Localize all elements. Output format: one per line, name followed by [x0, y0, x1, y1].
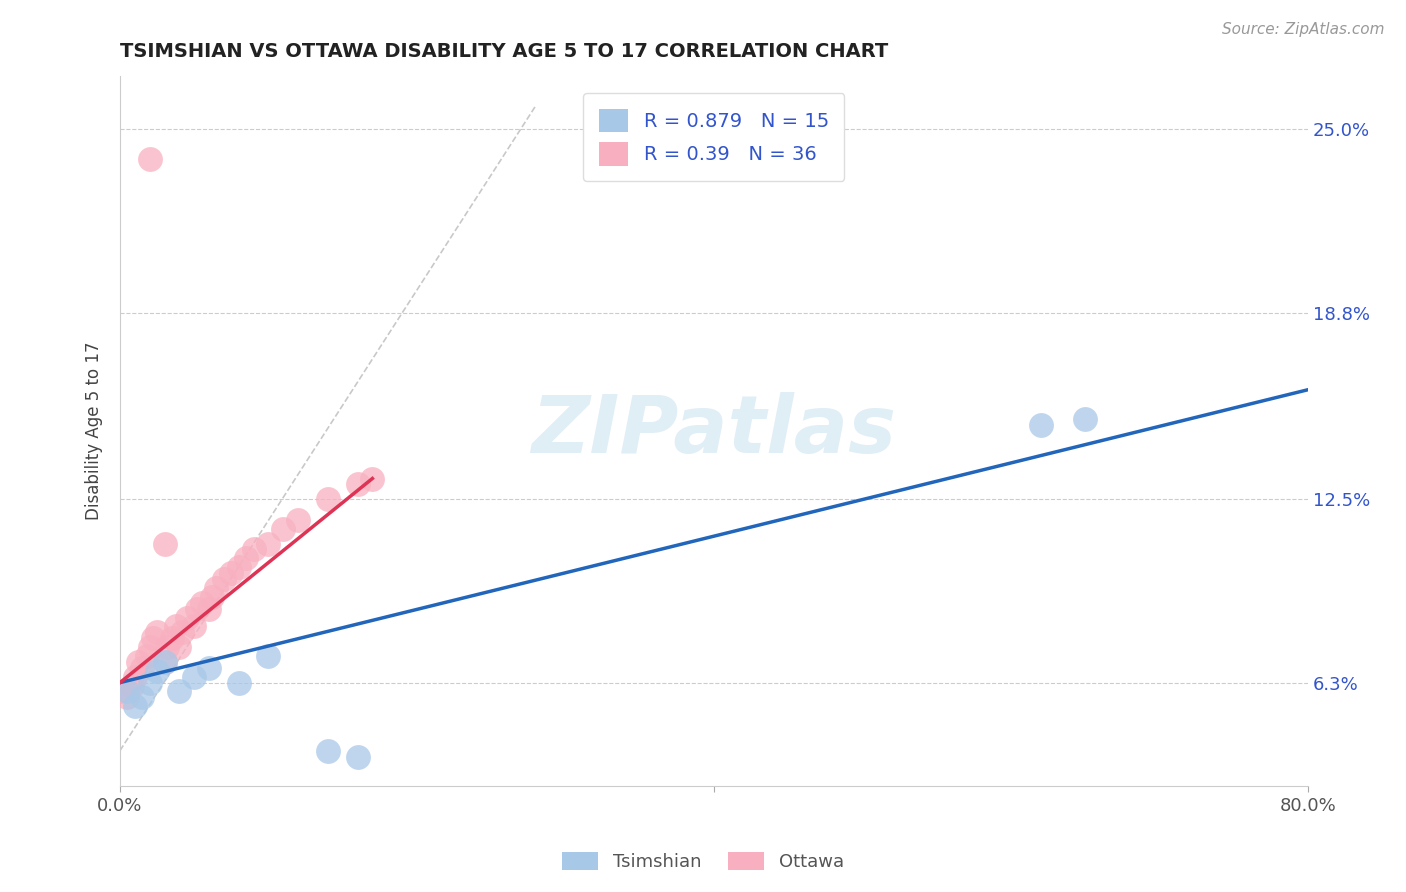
Point	[1029, 418, 1052, 433]
Point	[235, 551, 257, 566]
Y-axis label: Disability Age 5 to 17: Disability Age 5 to 17	[86, 342, 103, 520]
Point	[257, 648, 280, 663]
Point	[212, 572, 235, 586]
Point	[228, 560, 250, 574]
Point	[221, 566, 243, 581]
Point	[176, 610, 198, 624]
Point	[201, 590, 224, 604]
Point	[142, 632, 165, 646]
Point	[287, 513, 309, 527]
Point	[156, 640, 179, 654]
Text: Source: ZipAtlas.com: Source: ZipAtlas.com	[1222, 22, 1385, 37]
Point	[228, 675, 250, 690]
Point	[146, 664, 169, 678]
Point	[124, 670, 146, 684]
Point	[138, 152, 160, 166]
Point	[153, 536, 176, 550]
Point	[169, 640, 191, 654]
Point	[271, 522, 294, 536]
Point	[242, 542, 264, 557]
Point	[205, 581, 228, 595]
Point	[117, 690, 139, 705]
Legend: R = 0.879   N = 15, R = 0.39   N = 36: R = 0.879 N = 15, R = 0.39 N = 36	[583, 93, 845, 181]
Point	[138, 640, 160, 654]
Point	[183, 619, 205, 633]
Point	[160, 632, 183, 646]
Point	[257, 536, 280, 550]
Point	[346, 749, 368, 764]
Point	[169, 684, 191, 698]
Point	[124, 699, 146, 714]
Point	[131, 661, 153, 675]
Point	[186, 601, 208, 615]
Point	[172, 625, 194, 640]
Point	[131, 690, 153, 705]
Point	[1074, 412, 1097, 426]
Text: TSIMSHIAN VS OTTAWA DISABILITY AGE 5 TO 17 CORRELATION CHART: TSIMSHIAN VS OTTAWA DISABILITY AGE 5 TO …	[120, 42, 889, 61]
Point	[183, 670, 205, 684]
Point	[316, 492, 339, 507]
Point	[108, 684, 131, 698]
Point	[135, 648, 157, 663]
Point	[198, 601, 221, 615]
Legend: Tsimshian, Ottawa: Tsimshian, Ottawa	[555, 845, 851, 879]
Point	[346, 477, 368, 491]
Point	[361, 471, 384, 485]
Point	[198, 661, 221, 675]
Point	[121, 679, 143, 693]
Text: ZIPatlas: ZIPatlas	[531, 392, 897, 470]
Point	[146, 625, 169, 640]
Point	[117, 684, 139, 698]
Point	[190, 596, 212, 610]
Point	[316, 744, 339, 758]
Point	[127, 655, 149, 669]
Point	[153, 655, 176, 669]
Point	[138, 675, 160, 690]
Point	[165, 619, 187, 633]
Point	[153, 655, 176, 669]
